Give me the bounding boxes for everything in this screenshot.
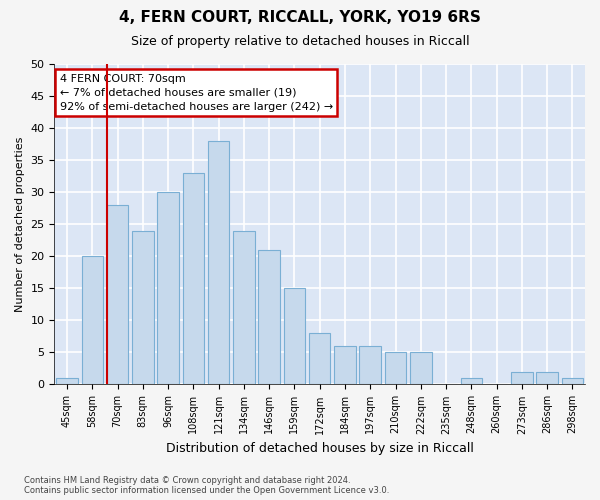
Bar <box>284 288 305 384</box>
Bar <box>182 173 204 384</box>
Text: Size of property relative to detached houses in Riccall: Size of property relative to detached ho… <box>131 35 469 48</box>
Text: Contains HM Land Registry data © Crown copyright and database right 2024.
Contai: Contains HM Land Registry data © Crown c… <box>24 476 389 495</box>
Bar <box>410 352 431 384</box>
Bar <box>562 378 583 384</box>
Bar <box>536 372 558 384</box>
Text: 4, FERN COURT, RICCALL, YORK, YO19 6RS: 4, FERN COURT, RICCALL, YORK, YO19 6RS <box>119 10 481 25</box>
Bar <box>208 141 229 384</box>
Bar <box>259 250 280 384</box>
Bar <box>511 372 533 384</box>
Bar <box>309 333 331 384</box>
Bar <box>233 230 254 384</box>
Bar <box>359 346 381 385</box>
Bar <box>82 256 103 384</box>
Y-axis label: Number of detached properties: Number of detached properties <box>15 136 25 312</box>
Bar <box>334 346 356 385</box>
Bar <box>107 205 128 384</box>
Bar <box>56 378 78 384</box>
X-axis label: Distribution of detached houses by size in Riccall: Distribution of detached houses by size … <box>166 442 473 455</box>
Text: 4 FERN COURT: 70sqm
← 7% of detached houses are smaller (19)
92% of semi-detache: 4 FERN COURT: 70sqm ← 7% of detached hou… <box>60 74 333 112</box>
Bar <box>385 352 406 384</box>
Bar <box>157 192 179 384</box>
Bar <box>132 230 154 384</box>
Bar <box>461 378 482 384</box>
